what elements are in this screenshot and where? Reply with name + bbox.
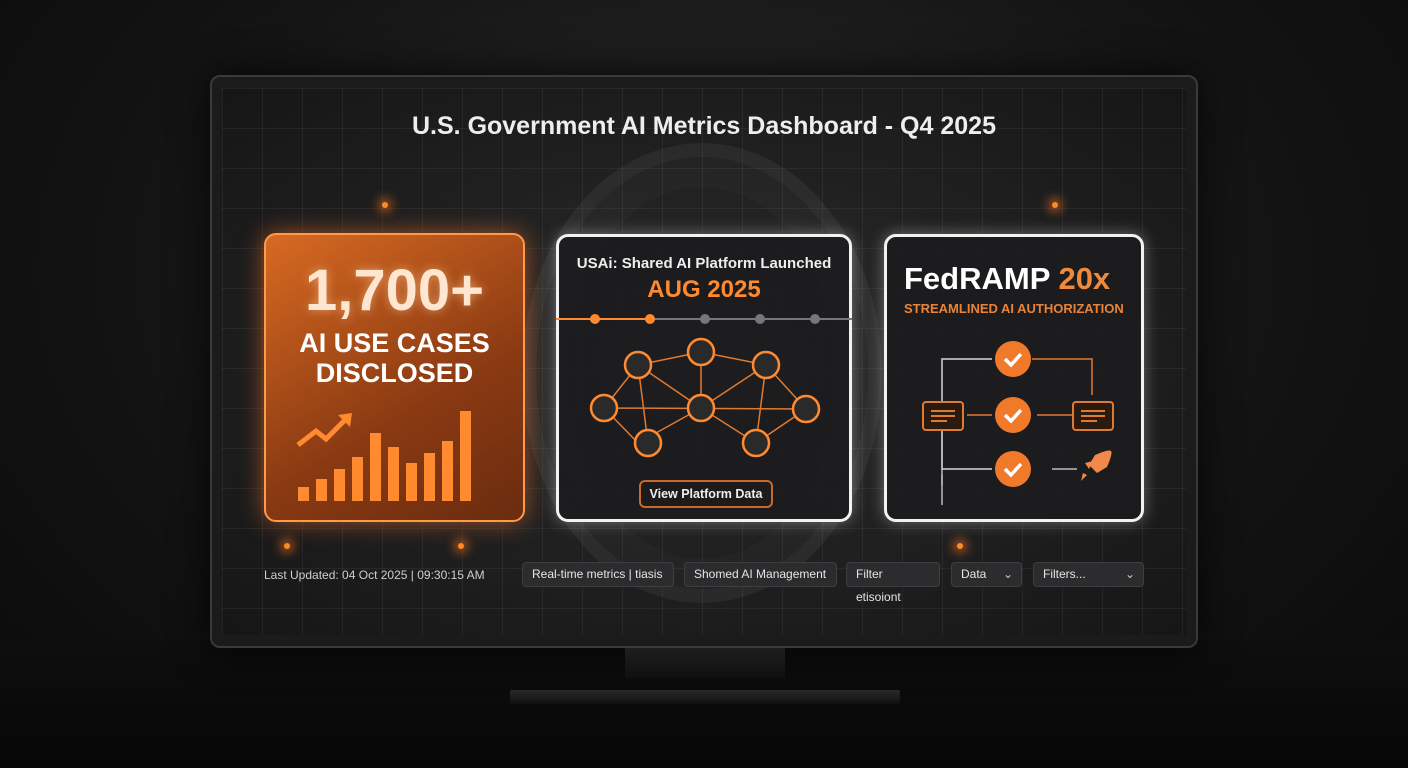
ai-management-button[interactable]: Shomed AI Management — [684, 562, 837, 587]
agency-network-icon — [556, 314, 852, 458]
agency-seal-icon — [791, 394, 821, 424]
agency-seal-icon — [686, 393, 716, 423]
authorization-flow-diagram — [922, 341, 1114, 505]
agency-seal-icon — [623, 350, 653, 380]
agency-seal-icon — [686, 337, 716, 367]
chevron-down-icon: ⌄ — [1002, 567, 1013, 581]
fedramp-subtitle: STREAMLINED AI AUTHORIZATION — [904, 301, 1124, 316]
last-updated: Last Updated: 04 Oct 2025 | 09:30:15 AM — [264, 568, 485, 582]
usai-launch-date: AUG 2025 — [647, 276, 761, 303]
page-title: U.S. Government AI Metrics Dashboard - Q… — [412, 112, 996, 140]
bar-icon — [406, 463, 417, 501]
bar-icon — [352, 457, 363, 501]
label-line-2: DISCLOSED — [315, 358, 474, 388]
document-icon — [922, 401, 964, 431]
fedramp-title: FedRAMP 20x — [904, 261, 1111, 296]
data-select-value: Data — [961, 567, 987, 581]
footer-bar: Last Updated: 04 Oct 2025 | 09:30:15 AM … — [222, 562, 1186, 604]
chevron-down-icon: ⌄ — [1124, 567, 1135, 581]
bar-icon — [388, 447, 399, 501]
check-circle-icon — [995, 451, 1031, 487]
agency-seal-icon — [633, 428, 663, 458]
trend-arrow-icon — [296, 417, 348, 447]
agency-seal-icon — [751, 350, 781, 380]
fedramp-accent: 20x — [1058, 261, 1111, 296]
trending-up-bar-chart-icon — [296, 411, 471, 501]
timeline-step — [700, 314, 710, 324]
agency-seal-icon — [589, 393, 619, 423]
label-line-1: AI USE CASES — [299, 328, 490, 358]
document-icon — [1072, 401, 1114, 431]
filters-select-value: Filters... — [1043, 567, 1086, 581]
glow-dot — [957, 543, 963, 549]
filters-select[interactable]: Filters... ⌄ — [1033, 562, 1144, 587]
realtime-metrics-button[interactable]: Real-time metrics | tiasis — [522, 562, 674, 587]
agency-seal-icon — [741, 428, 771, 458]
rocket-icon — [1081, 450, 1112, 481]
check-circle-icon — [995, 397, 1031, 433]
timeline-step — [755, 314, 765, 324]
usai-heading: USAi: Shared AI Platform Launched — [576, 255, 832, 272]
ai-use-cases-card: 1,700+ AI USE CASES DISCLOSED — [264, 233, 525, 522]
trend-arrow-head — [338, 413, 352, 427]
use-cases-label: AI USE CASES DISCLOSED — [266, 328, 523, 388]
monitor-stand-neck — [625, 648, 785, 678]
use-cases-value: 1,700+ — [304, 258, 484, 323]
bar-icon — [316, 479, 327, 501]
glow-dot — [458, 543, 464, 549]
timeline-step — [810, 314, 820, 324]
usai-platform-card: USAi: Shared AI Platform Launched AUG 20… — [556, 234, 852, 522]
check-circle-icon — [995, 341, 1031, 377]
fedramp-card: FedRAMP 20x STREAMLINED AI AUTHORIZATION — [884, 234, 1144, 522]
glow-dot — [382, 202, 388, 208]
dashboard-screen: U.S. Government AI Metrics Dashboard - Q… — [222, 88, 1186, 635]
data-select[interactable]: Data ⌄ — [951, 562, 1022, 587]
monitor-stand-base — [510, 690, 900, 704]
timeline-step — [645, 314, 655, 324]
bar-icon — [334, 469, 345, 501]
glow-dot — [284, 543, 290, 549]
timeline-step — [590, 314, 600, 324]
bar-icon — [442, 441, 453, 501]
bar-icon — [298, 487, 309, 501]
view-platform-data-button[interactable]: View Platform Data — [639, 480, 773, 508]
bar-icon — [370, 433, 381, 501]
filter-button[interactable]: Filter etisoiont — [846, 562, 940, 604]
glow-dot — [1052, 202, 1058, 208]
bar-icon — [424, 453, 435, 501]
bar-icon — [460, 411, 471, 501]
